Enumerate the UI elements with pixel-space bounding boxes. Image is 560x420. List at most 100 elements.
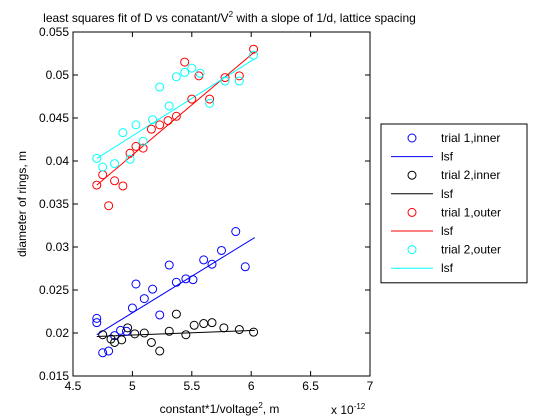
fit-line-series-3 [96,329,255,337]
data-point-series-4 [138,143,148,153]
data-point-series-2 [234,325,244,335]
legend-label: lsf [441,150,454,164]
data-point-series-0 [155,310,165,320]
x-axis-multiplier: x 10-12 [331,402,366,417]
chart-title-superscript: 2 [229,10,234,19]
data-point-series-6 [234,76,244,86]
y-tick-label: 0.05 [46,68,70,82]
y-tick-label: 0.015 [39,369,69,383]
data-point-series-6 [118,128,128,138]
y-tick-label: 0.03 [46,240,70,254]
data-point-series-4 [110,176,120,186]
legend-box [380,123,528,284]
data-point-series-0 [207,259,217,269]
x-axis-label-main: constant*1/voltage [160,402,259,416]
data-point-series-6 [220,76,230,86]
data-point-series-6 [110,159,120,169]
chart-title-main: least squares fit of D vs conatant/V [43,11,228,25]
data-point-series-2 [249,327,259,337]
x-tick-label: 4.5 [65,379,82,393]
data-point-series-2 [189,320,199,330]
data-point-series-6 [249,50,259,60]
data-point-series-4 [205,94,215,104]
data-point-series-0 [98,348,108,358]
data-point-series-4 [171,111,181,121]
legend: trial 1,inner lsf trial 2,inner lsf trial 1,… [380,123,528,284]
data-point-series-4 [104,201,114,211]
legend-marker [407,133,417,143]
data-point-series-6 [131,120,141,130]
legend-label: trial 2,inner [441,168,500,182]
data-point-series-6 [187,63,197,73]
x-axis-label-rest: , m [263,402,280,416]
fit-line-series-5 [96,51,256,186]
data-point-series-0 [199,255,209,265]
data-point-series-6 [148,115,158,125]
data-point-series-2 [155,346,165,356]
data-point-series-2 [130,329,140,339]
legend-marker [407,245,417,255]
legend-label: lsf [441,224,454,238]
y-tick-label: 0.02 [46,326,70,340]
data-point-series-0 [127,303,137,313]
legend-label: trial 2,outer [441,243,501,257]
data-point-series-2 [171,309,181,319]
x-tick-label: 6.5 [302,379,319,393]
x-tick-label: 6 [248,379,255,393]
data-point-series-2 [146,337,156,347]
y-tick-label: 0.025 [39,283,69,297]
legend-marker [407,207,417,217]
data-point-series-0 [171,277,181,287]
data-point-series-6 [92,153,102,163]
chart-title: least squares fit of D vs conatant/V2 wi… [43,10,416,25]
x-axis-multiplier-base: x 10 [331,403,354,417]
data-point-series-6 [171,72,181,82]
data-point-series-0 [104,346,114,356]
data-point-series-6 [98,162,108,172]
data-point-series-4 [146,124,156,134]
data-point-series-0 [240,262,250,272]
data-point-series-6 [138,136,148,146]
y-tick-label: 0.045 [39,111,69,125]
x-axis-label-superscript: 2 [258,401,263,410]
data-point-series-4 [155,120,165,130]
legend-label: trial 1,inner [441,131,500,145]
x-axis-multiplier-exponent: -12 [354,402,366,411]
data-point-series-2 [139,328,149,338]
data-point-series-0 [164,260,174,270]
data-point-series-6 [164,101,174,111]
legend-label: lsf [441,187,454,201]
data-point-series-2 [98,330,108,340]
x-tick-label: 5.5 [183,379,200,393]
data-point-series-6 [155,82,165,92]
data-point-series-0 [148,284,158,294]
y-tick-label: 0.055 [39,25,69,39]
data-point-series-0 [92,318,102,328]
data-point-series-0 [231,227,241,237]
chart-title-rest: with a slope of 1/d, lattice spacing [233,11,416,25]
data-point-series-4 [125,148,135,158]
data-point-series-0 [92,313,102,323]
data-point-series-0 [181,274,191,284]
data-point-series-0 [139,294,149,304]
x-tick-label: 7 [367,379,374,393]
data-point-series-2 [219,323,229,333]
x-axis-label: constant*1/voltage2, m [160,401,280,416]
data-point-series-4 [131,141,141,151]
data-point-series-2 [117,335,127,345]
plot-area: 4.5 5 5.5 6 6.5 7 0.015 0.02 0.025 0.03 0.035 0.04 0… [39,25,374,393]
y-tick-label: 0.035 [39,197,69,211]
data-point-series-4 [118,181,128,191]
data-point-series-6 [195,68,205,78]
data-point-series-4 [220,73,230,83]
data-point-series-4 [92,180,102,190]
data-point-series-0 [217,245,226,255]
legend-marker [407,170,417,180]
data-point-series-2 [207,318,217,328]
data-point-series-2 [181,330,191,340]
data-point-series-2 [123,323,133,333]
data-point-series-4 [180,57,190,67]
data-point-series-0 [188,275,198,285]
data-point-series-0 [131,279,141,289]
